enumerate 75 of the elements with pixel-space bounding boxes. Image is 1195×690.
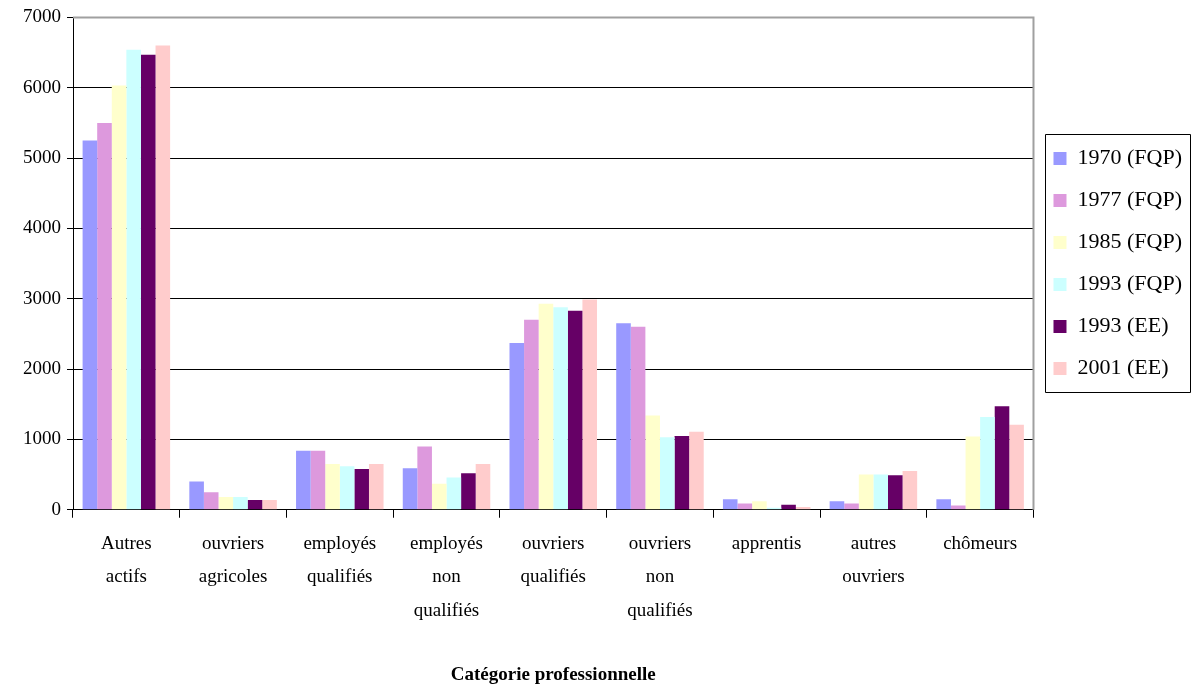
y-tick-label: 1000 <box>23 427 61 449</box>
bar <box>82 140 98 510</box>
x-tick-label: apprentis <box>731 531 802 553</box>
bar <box>980 416 995 510</box>
bar <box>567 310 583 510</box>
bar <box>689 431 704 510</box>
y-tick-label: 7000 <box>23 5 61 27</box>
bar <box>645 415 660 510</box>
bar <box>111 85 127 510</box>
x-tick-label: autres ouvriers <box>842 531 905 587</box>
bar <box>553 307 568 510</box>
y-tick-label: 2000 <box>23 357 61 379</box>
bar <box>126 49 141 510</box>
bar <box>829 501 845 510</box>
bar <box>524 319 539 510</box>
bar <box>630 326 646 510</box>
bar <box>233 497 248 510</box>
bar <box>339 466 355 510</box>
bar <box>858 474 874 510</box>
bar <box>218 497 234 510</box>
x-tick-label: Autres actifs <box>101 531 152 587</box>
legend-label: 1985 (FQP) <box>1077 228 1182 254</box>
y-tick-label: 4000 <box>23 216 61 238</box>
x-tick-label: employés qualifiés <box>303 531 377 587</box>
bar <box>310 450 326 510</box>
bar <box>296 450 311 510</box>
bar <box>203 492 219 510</box>
y-tick-label: 6000 <box>23 75 61 97</box>
bar <box>155 45 171 510</box>
y-tick-label: 0 <box>51 497 61 519</box>
legend-label: 1993 (EE) <box>1077 312 1169 338</box>
bar <box>936 499 951 510</box>
bar <box>325 464 340 510</box>
bar <box>538 303 554 510</box>
bar <box>887 475 903 510</box>
legend-label: 1993 (FQP) <box>1077 270 1182 296</box>
y-tick-label: 3000 <box>23 286 61 308</box>
bar <box>354 468 369 510</box>
y-tick-label: 5000 <box>23 146 61 168</box>
bar <box>247 499 263 510</box>
bar <box>140 54 156 510</box>
bar <box>402 468 418 510</box>
bar <box>417 446 432 510</box>
bar <box>902 471 918 510</box>
legend-label: 2001 (EE) <box>1077 354 1169 380</box>
bar <box>616 323 631 510</box>
bar <box>446 477 462 510</box>
x-tick-label: employés non qualifiés <box>410 531 483 621</box>
bar <box>262 499 277 510</box>
bar <box>431 483 447 510</box>
x-axis-title: Catégorie professionnelle <box>450 662 656 684</box>
bar <box>737 503 753 510</box>
x-tick-label: ouvriers qualifiés <box>520 531 586 587</box>
bar <box>509 343 525 510</box>
bar <box>844 503 859 510</box>
bar <box>97 122 112 510</box>
bar <box>965 436 981 510</box>
bar <box>189 481 204 510</box>
bar <box>722 499 738 510</box>
x-tick-label: ouvriers non qualifiés <box>627 531 693 621</box>
legend-label: 1970 (FQP) <box>1077 144 1182 170</box>
bar <box>1009 424 1024 510</box>
bar <box>368 464 384 510</box>
bar <box>475 464 491 510</box>
bar <box>582 299 597 510</box>
bar <box>752 501 767 510</box>
x-tick-label: chômeurs <box>943 531 1018 553</box>
bar <box>873 474 888 510</box>
bar <box>994 406 1010 510</box>
legend-label: 1977 (FQP) <box>1077 186 1182 212</box>
x-tick-label: ouvriers agricoles <box>198 531 268 587</box>
bar <box>461 473 476 510</box>
bar <box>674 435 690 510</box>
bar <box>781 504 796 510</box>
bar <box>659 437 675 510</box>
